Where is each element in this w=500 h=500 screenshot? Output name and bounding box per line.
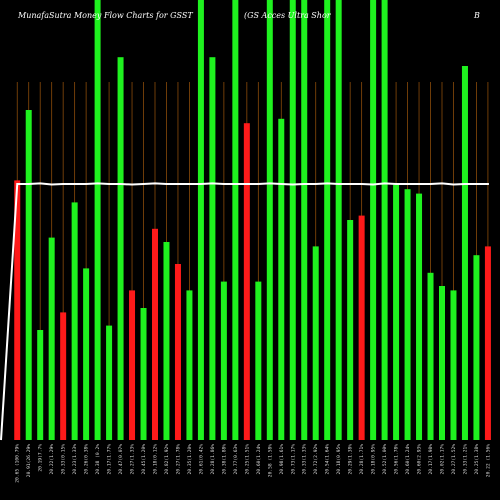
bar-30 (347, 220, 354, 440)
bar-42 (484, 246, 491, 440)
x-tick-label: 20.29(1.38% (348, 444, 354, 475)
bars (14, 0, 491, 441)
bar-10 (117, 57, 124, 440)
x-tick-label: 20.33(0.15% (61, 444, 67, 475)
bar-14 (163, 242, 170, 440)
x-tick-labels: 20.65 (100.79% 20.91(26.29% 20.19(7.7% 20.2… (15, 444, 492, 483)
bar-40 (461, 66, 468, 440)
bar-18 (209, 57, 216, 440)
bar-2 (25, 110, 32, 440)
bar-17 (197, 0, 204, 440)
x-tick-label: 20.60(1.24% (405, 444, 411, 475)
x-tick-label: 20.17(1.77% (107, 444, 113, 475)
x-tick-label: 20.58 (1.58% (267, 444, 273, 477)
x-tick-label: 20.38 (0.2% (95, 444, 101, 475)
bar-27 (312, 246, 319, 440)
x-tick-label: 20.27(1.52% (451, 444, 457, 475)
bar-28 (324, 0, 331, 440)
bar-29 (335, 0, 342, 440)
bar-26 (301, 0, 308, 440)
bar-13 (152, 228, 158, 440)
bar-22 (255, 281, 262, 440)
bar-3 (37, 330, 44, 440)
x-tick-label: 20.25(1.38% (474, 444, 480, 475)
bar-12 (140, 308, 147, 440)
x-tick-label: 20.23(1.33% (72, 444, 78, 475)
bar-36 (416, 193, 423, 440)
bar-41 (473, 255, 480, 440)
money-flow-line (0, 182, 489, 441)
x-tick-label: 20.02(1.17% (440, 444, 446, 475)
bar-6 (71, 202, 78, 440)
chart-subtitle: (GS Acces Ultra Shor (244, 11, 331, 20)
bar-31 (358, 215, 365, 440)
bar-15 (174, 264, 181, 440)
bar-9 (106, 325, 113, 440)
x-tick-label: 20.61(0.42% (198, 444, 204, 475)
bar-19 (220, 281, 227, 440)
bar-21 (243, 123, 250, 440)
x-tick-label: 20.47(0.07% (118, 444, 124, 475)
x-tick-label: 20.28(1.71% (359, 444, 365, 475)
x-tick-label: 20.18(0.95% (371, 444, 377, 475)
x-tick-label: 20.65 (100.79% (15, 444, 21, 483)
bar-11 (129, 290, 136, 440)
bar-33 (381, 0, 388, 440)
x-tick-label: 20.38(1.88% (221, 444, 227, 475)
x-tick-label: 20.52(1.00% (382, 444, 388, 475)
x-tick-label: 20.33(1.33% (302, 444, 308, 475)
bar-16 (186, 290, 193, 440)
x-tick-label: 20.60(1.24% (256, 444, 262, 475)
bar-7 (83, 268, 90, 440)
x-tick-label: 20.45(1.20% (141, 444, 147, 475)
x-tick-label: 20.54(1.64% (325, 444, 331, 475)
x-tick-label: 20.22(1.29% (49, 444, 55, 475)
bar-32 (370, 0, 377, 440)
bar-34 (393, 184, 400, 440)
bar-38 (439, 286, 445, 440)
chart-title: MunafaSutra Money Flow Charts for GSST (18, 11, 193, 20)
x-tick-label: 20.27(1.33% (130, 444, 136, 475)
x-tick-label: 20.35(1.20% (187, 444, 193, 475)
x-tick-label: 20.98(1.61% (279, 444, 285, 475)
bar-23 (266, 0, 273, 440)
bar-5 (60, 312, 67, 440)
bar-25 (289, 0, 296, 440)
x-tick-label: 20.56(1.78% (394, 444, 400, 475)
bar-8 (94, 0, 101, 440)
x-tick-label: 20.22 (1.56% (485, 444, 491, 477)
bar-39 (450, 290, 457, 440)
x-tick-label: 20.72(2.92% (313, 444, 319, 475)
bar-4 (48, 237, 55, 440)
x-tick-label: 20.18(0.12% (153, 444, 159, 475)
x-tick-label: 20.25(1.51% (244, 444, 250, 475)
x-tick-label: 20.82(1.92% (164, 444, 170, 475)
x-tick-label: 20.27(1.78% (175, 444, 181, 475)
x-tick-label: 20.73(1.17% (290, 444, 296, 475)
bar-20 (232, 0, 239, 440)
chart-title-tail: B (474, 11, 480, 20)
x-tick-label: 20.91(26.29% (26, 444, 32, 477)
bar-37 (427, 272, 434, 440)
x-tick-label: 20.28(1.86% (210, 444, 216, 475)
bar-1 (14, 180, 21, 440)
x-tick-label: 20.18(0.95% (336, 444, 342, 475)
bar-35 (404, 189, 411, 440)
bar-24 (278, 118, 285, 441)
x-tick-label: 20.60(2.93% (417, 444, 423, 475)
x-tick-label: 20.19(7.7% (38, 444, 44, 472)
x-tick-label: 20.26(0.38% (84, 444, 90, 475)
x-tick-label: 20.17(1.98% (428, 444, 434, 475)
x-tick-label: 20.77(0.63% (233, 444, 239, 475)
x-tick-label: 20.33(1.21% (462, 444, 468, 475)
